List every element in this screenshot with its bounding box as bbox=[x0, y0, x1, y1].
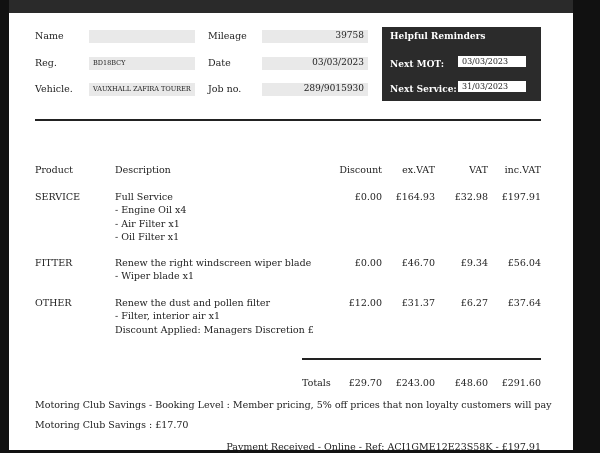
divider bbox=[35, 119, 541, 121]
vehicle-field: VAUXHALL ZAFIRA TOURER bbox=[89, 83, 195, 96]
mileage-label: Mileage bbox=[208, 31, 247, 42]
savings-note: Motoring Club Savings : £17.70 bbox=[35, 420, 189, 431]
mileage-field: 39758 bbox=[262, 30, 368, 43]
totals-divider bbox=[302, 358, 541, 360]
row-discount: £0.00 bbox=[354, 258, 382, 269]
row-vat: £6.27 bbox=[460, 298, 488, 309]
row-incvat: £37.64 bbox=[507, 298, 541, 309]
jobno-field: 289/9015930 bbox=[262, 83, 368, 96]
row-description-line: - Engine Oil x4 bbox=[115, 205, 187, 217]
row-description-line: - Air Filter x1 bbox=[115, 218, 180, 230]
row-description-line: Renew the right windscreen wiper blade bbox=[115, 258, 312, 269]
row-exvat: £164.93 bbox=[395, 192, 435, 203]
row-vat: £9.34 bbox=[460, 258, 488, 269]
vehicle-label: Vehicle. bbox=[35, 84, 73, 95]
date-label: Date bbox=[208, 58, 231, 69]
payment-note: Payment Received - Online - Ref: ACI1GME… bbox=[226, 442, 541, 453]
row-product: FITTER bbox=[35, 258, 73, 269]
next-service-value: 31/03/2023 bbox=[458, 81, 526, 92]
row-product: OTHER bbox=[35, 298, 72, 309]
total-exvat: £243.00 bbox=[395, 378, 435, 389]
row-vat: £32.98 bbox=[454, 192, 488, 203]
row-product: SERVICE bbox=[35, 192, 81, 203]
next-mot-label: Next MOT: bbox=[390, 60, 445, 70]
total-incvat: £291.60 bbox=[501, 378, 541, 389]
booking-level-note: Motoring Club Savings - Booking Level : … bbox=[35, 400, 552, 411]
row-discount: £0.00 bbox=[354, 192, 382, 203]
next-mot-value: 03/03/2023 bbox=[458, 56, 526, 67]
row-incvat: £197.91 bbox=[501, 192, 541, 203]
reminders-title: Helpful Reminders bbox=[390, 32, 486, 42]
header-incvat: inc.VAT bbox=[504, 165, 541, 176]
reg-field: BD18BCY bbox=[89, 57, 195, 70]
row-description-line: - Wiper blade x1 bbox=[115, 271, 195, 283]
row-exvat: £31.37 bbox=[401, 298, 435, 309]
name-label: Name bbox=[35, 31, 64, 42]
row-exvat: £46.70 bbox=[401, 258, 435, 269]
row-incvat: £56.04 bbox=[507, 258, 541, 269]
helpful-reminders-box: Helpful Reminders Next MOT: 03/03/2023 N… bbox=[382, 27, 541, 101]
total-vat: £48.60 bbox=[454, 378, 488, 389]
row-description-line: Discount Applied: Managers Discretion £ bbox=[115, 324, 314, 336]
row-description-line: - Oil Filter x1 bbox=[115, 231, 180, 243]
row-description-line: Renew the dust and pollen filter bbox=[115, 298, 271, 309]
row-description-line: - Filter, interior air x1 bbox=[115, 311, 220, 323]
name-field bbox=[89, 30, 195, 43]
jobno-label: Job no. bbox=[208, 84, 242, 95]
row-discount: £12.00 bbox=[348, 298, 382, 309]
header-description: Description bbox=[115, 165, 171, 176]
header-product: Product bbox=[35, 165, 73, 176]
header-vat: VAT bbox=[469, 165, 488, 176]
header-discount: Discount bbox=[339, 165, 382, 176]
reg-label: Reg. bbox=[35, 58, 57, 69]
next-service-label: Next Service: bbox=[390, 85, 457, 95]
totals-label: Totals bbox=[302, 378, 331, 389]
row-description-line: Full Service bbox=[115, 192, 173, 203]
header-exvat: ex.VAT bbox=[402, 165, 435, 176]
date-field: 03/03/2023 bbox=[262, 57, 368, 70]
invoice-page: Name Reg. BD18BCY Vehicle. VAUXHALL ZAFI… bbox=[9, 0, 573, 453]
header-bar bbox=[9, 0, 573, 13]
total-discount: £29.70 bbox=[348, 378, 382, 389]
